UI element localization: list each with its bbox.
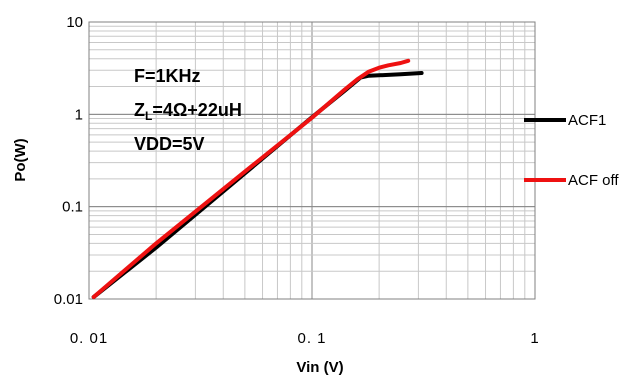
x-tick-label: 0. 01: [70, 330, 108, 347]
y-tick-label: 0.1: [62, 199, 83, 216]
annotation-box: F=1KHz ZL=4Ω+22uH VDD=5V: [134, 66, 242, 154]
ticks: 0.01 0.1 1 10 0. 01 0. 1 1: [54, 14, 539, 347]
legend: ACF1 ACF off: [524, 112, 619, 189]
x-axis-title: Vin (V): [296, 359, 343, 376]
annotation-load: ZL=4Ω+22uH: [134, 100, 242, 123]
y-tick-label: 1: [75, 106, 83, 123]
grid: [88, 21, 536, 300]
y-tick-label: 10: [66, 14, 83, 31]
y-axis-title: Po(W): [12, 138, 29, 181]
x-tick-label: 0. 1: [297, 330, 326, 347]
legend-label-acf1: ACF1: [568, 112, 606, 129]
x-tick-label: 1: [530, 330, 539, 347]
annotation-load-sub: L: [145, 109, 152, 123]
annotation-vdd: VDD=5V: [134, 134, 205, 154]
y-tick-label: 0.01: [54, 291, 83, 308]
annotation-frequency: F=1KHz: [134, 66, 201, 86]
series-layer: [91, 58, 424, 299]
plot-frame: [88, 21, 536, 300]
legend-label-acf-off: ACF off: [568, 172, 619, 189]
annotation-load-rest: =4Ω+22uH: [152, 100, 241, 120]
series-line-acf-off: [91, 58, 411, 299]
annotation-load-main: Z: [134, 100, 145, 120]
